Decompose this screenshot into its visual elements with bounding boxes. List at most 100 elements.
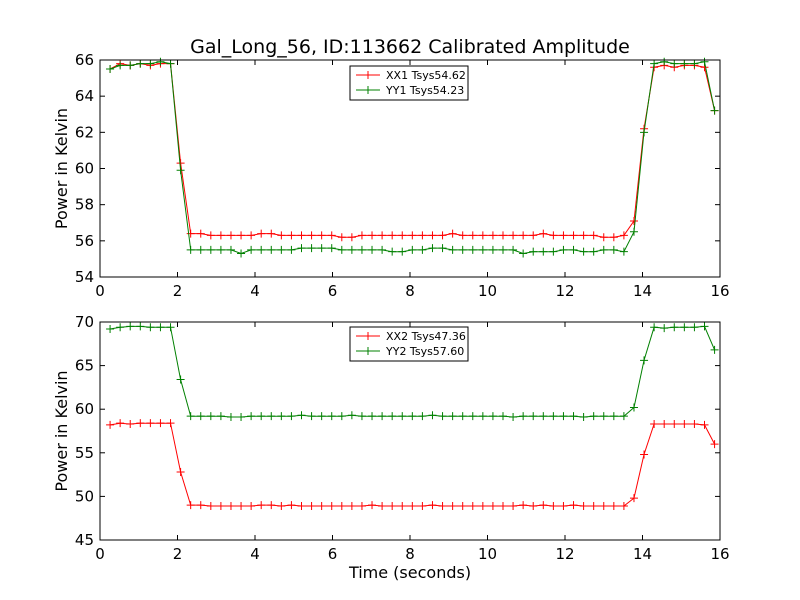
legend-label: YY1 Tsys54.23 <box>385 84 464 97</box>
data-point-1-1 <box>307 231 316 240</box>
data-point-1-1 <box>206 231 215 240</box>
data-point-1-2 <box>428 244 437 253</box>
data-point-1-1 <box>438 231 447 240</box>
data-point-2-2 <box>599 412 608 421</box>
x-tick-label: 8 <box>405 282 415 300</box>
data-point-2-2 <box>307 412 316 421</box>
data-point-1-2 <box>257 245 266 254</box>
data-point-2-1 <box>418 501 427 510</box>
legend-marker <box>364 347 372 355</box>
data-point-1-1 <box>589 231 598 240</box>
data-point-1-1 <box>327 231 336 240</box>
y-tick-label: 55 <box>75 444 94 462</box>
data-point-1-2 <box>106 65 115 74</box>
data-point-1-2 <box>478 245 487 254</box>
data-point-2-1 <box>609 501 618 510</box>
data-point-2-1 <box>650 420 659 429</box>
legend-marker <box>364 332 372 340</box>
data-point-2-2 <box>368 412 377 421</box>
data-point-2-1 <box>136 419 145 428</box>
data-point-2-2 <box>629 403 638 412</box>
x-tick-label: 4 <box>250 282 260 300</box>
data-point-1-2 <box>629 227 638 236</box>
data-point-2-1 <box>247 501 256 510</box>
data-point-1-1 <box>337 233 346 242</box>
data-point-1-1 <box>619 231 628 240</box>
x-tick-label: 8 <box>405 545 415 563</box>
y-tick-label: 70 <box>75 313 94 331</box>
data-point-2-1 <box>599 501 608 510</box>
data-point-1-1 <box>488 231 497 240</box>
data-point-2-2 <box>539 412 548 421</box>
data-point-2-1 <box>539 501 548 510</box>
data-point-1-1 <box>559 231 568 240</box>
data-point-1-2 <box>438 244 447 253</box>
data-point-1-2 <box>368 245 377 254</box>
data-point-1-2 <box>589 247 598 256</box>
data-point-1-1 <box>388 231 397 240</box>
data-point-2-1 <box>398 501 407 510</box>
data-point-1-2 <box>307 244 316 253</box>
legend-label: XX1 Tsys54.62 <box>386 69 466 82</box>
data-point-1-2 <box>488 245 497 254</box>
x-tick-label: 2 <box>173 282 183 300</box>
data-point-1-2 <box>579 247 588 256</box>
data-point-1-1 <box>499 231 507 240</box>
data-point-1-2 <box>378 245 387 254</box>
data-point-2-1 <box>428 501 437 510</box>
legend: XX2 Tsys47.36 YY2 Tsys57.60 <box>349 326 469 362</box>
data-point-2-1 <box>438 501 447 510</box>
data-point-2-1 <box>317 501 326 510</box>
data-point-1-1 <box>529 231 538 240</box>
data-point-2-1 <box>499 501 507 510</box>
y-tick-label: 64 <box>75 87 94 105</box>
data-point-1-2 <box>297 244 306 253</box>
data-point-1-2 <box>650 59 659 68</box>
data-point-2-1 <box>519 501 528 510</box>
data-point-1-1 <box>216 231 225 240</box>
data-point-1-1 <box>418 231 427 240</box>
data-point-1-1 <box>468 231 477 240</box>
data-point-2-2 <box>357 412 366 421</box>
data-point-1-2 <box>670 59 679 68</box>
data-point-2-1 <box>488 501 497 510</box>
legend-label: YY2 Tsys57.60 <box>385 345 464 358</box>
data-point-1-1 <box>458 231 467 240</box>
data-point-1-2 <box>277 245 286 254</box>
legend: XX1 Tsys54.62 YY1 Tsys54.23 <box>349 65 469 101</box>
data-point-2-1 <box>690 420 699 429</box>
data-point-1-2 <box>690 59 699 68</box>
data-point-1-2 <box>569 245 578 254</box>
data-point-2-2 <box>166 323 175 332</box>
y-tick-label: 56 <box>75 232 94 250</box>
data-point-1-2 <box>398 247 407 256</box>
data-point-2-2 <box>146 323 155 332</box>
y-tick-label: 60 <box>75 160 94 178</box>
data-point-1-2 <box>700 57 709 66</box>
data-point-1-2 <box>357 245 366 254</box>
x-tick-label: 0 <box>95 282 105 300</box>
y-tick-label: 50 <box>75 487 94 505</box>
data-point-2-2 <box>559 412 568 421</box>
data-point-2-1 <box>700 420 709 429</box>
data-point-1-1 <box>428 231 437 240</box>
data-point-2-2 <box>579 413 588 422</box>
data-point-1-1 <box>226 231 235 240</box>
data-point-2-2 <box>438 412 447 421</box>
data-point-2-1 <box>569 501 578 510</box>
y-tick-label: 62 <box>75 123 94 141</box>
data-point-1-2 <box>448 245 457 254</box>
data-point-1-2 <box>247 245 256 254</box>
data-point-2-2 <box>226 413 235 422</box>
x-tick-label: 10 <box>478 545 497 563</box>
data-point-1-2 <box>327 244 336 253</box>
data-point-2-2 <box>650 323 659 332</box>
data-point-2-2 <box>408 412 417 421</box>
data-point-2-2 <box>106 324 115 333</box>
data-point-2-1 <box>327 501 336 510</box>
data-point-1-1 <box>478 231 487 240</box>
data-point-1-2 <box>267 245 276 254</box>
chart-title: Gal_Long_56, ID:113662 Calibrated Amplit… <box>190 36 630 58</box>
data-point-1-2 <box>146 59 155 68</box>
data-point-2-2 <box>216 412 225 421</box>
